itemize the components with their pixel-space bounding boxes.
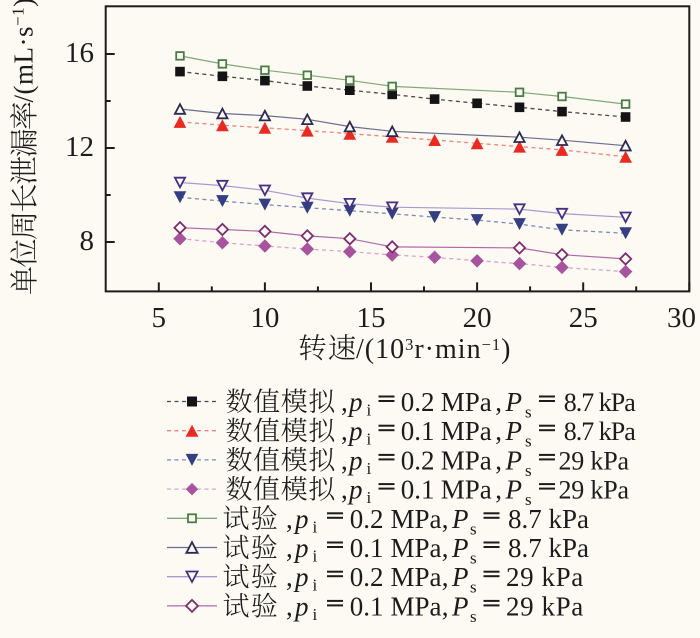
svg-text:,: , (442, 591, 449, 621)
svg-text:s: s (470, 549, 477, 568)
svg-text:P: P (451, 533, 469, 563)
svg-text:MPa: MPa (391, 562, 442, 592)
svg-text:MPa: MPa (391, 591, 442, 621)
svg-text:,: , (341, 475, 348, 505)
svg-text:29 kPa: 29 kPa (506, 562, 584, 592)
svg-text:i: i (313, 576, 318, 595)
svg-text:p: p (293, 504, 309, 534)
svg-text:8: 8 (80, 225, 95, 257)
svg-text:P: P (505, 445, 523, 475)
svg-text:p: p (293, 591, 309, 621)
svg-text:10: 10 (250, 302, 279, 334)
svg-text:20: 20 (463, 302, 492, 334)
svg-text:,: , (286, 504, 293, 534)
svg-text:s: s (470, 607, 477, 626)
svg-text:p: p (347, 445, 363, 475)
svg-text:s: s (525, 490, 532, 509)
svg-text:0.2: 0.2 (350, 504, 384, 534)
svg-text:5: 5 (152, 302, 167, 334)
svg-text:MPa: MPa (391, 504, 442, 534)
svg-text:0.1: 0.1 (350, 533, 384, 563)
svg-text:,: , (341, 416, 348, 446)
svg-text:,: , (495, 475, 502, 505)
svg-text:p: p (347, 387, 363, 417)
svg-text:0.1: 0.1 (401, 475, 435, 505)
svg-text:p: p (293, 533, 309, 563)
svg-text:8.7 kPa: 8.7 kPa (508, 504, 589, 534)
svg-text:s: s (525, 403, 532, 422)
svg-text:0.2: 0.2 (401, 387, 435, 417)
svg-text:8.7 kPa: 8.7 kPa (508, 533, 589, 563)
svg-text:i: i (367, 459, 372, 478)
svg-text:P: P (451, 562, 469, 592)
svg-text:i: i (367, 430, 372, 449)
svg-text:15: 15 (357, 302, 386, 334)
svg-text:30: 30 (667, 302, 696, 334)
svg-text:s: s (470, 578, 477, 597)
svg-text:0.1: 0.1 (401, 416, 435, 446)
svg-text:25: 25 (569, 302, 598, 334)
svg-text:P: P (451, 591, 469, 621)
svg-text:MPa: MPa (441, 445, 492, 475)
svg-text:s: s (470, 519, 477, 538)
svg-text:MPa: MPa (391, 533, 442, 563)
svg-text:16: 16 (65, 37, 94, 69)
svg-text:p: p (293, 562, 309, 592)
svg-text:p: p (347, 475, 363, 505)
svg-text:,: , (442, 504, 449, 534)
svg-text:,: , (286, 562, 293, 592)
svg-text:i: i (367, 401, 372, 420)
svg-text:,: , (442, 562, 449, 592)
svg-text:MPa: MPa (441, 475, 492, 505)
svg-text:,: , (495, 416, 502, 446)
svg-text:P: P (451, 504, 469, 534)
svg-text:i: i (313, 605, 318, 624)
svg-text:MPa: MPa (441, 387, 492, 417)
svg-text:12: 12 (65, 131, 94, 163)
svg-text:,: , (286, 533, 293, 563)
svg-text:0.2: 0.2 (401, 445, 435, 475)
svg-text:8.7 kPa: 8.7 kPa (564, 388, 636, 417)
svg-text:,: , (341, 445, 348, 475)
svg-text:P: P (505, 416, 523, 446)
svg-text:s: s (525, 461, 532, 480)
svg-text:s: s (525, 432, 532, 451)
svg-text:0.1: 0.1 (350, 591, 384, 621)
svg-text:i: i (313, 517, 318, 536)
svg-text:29 kPa: 29 kPa (506, 591, 584, 621)
svg-text:,: , (495, 387, 502, 417)
svg-text:/(103r·min−1): /(103r·min−1) (356, 334, 511, 365)
svg-text:i: i (313, 547, 318, 566)
svg-text:p: p (347, 416, 363, 446)
svg-text:0.2: 0.2 (350, 562, 384, 592)
svg-text:8.7 kPa: 8.7 kPa (564, 417, 636, 446)
svg-text:MPa: MPa (441, 416, 492, 446)
svg-text:,: , (495, 445, 502, 475)
svg-text:,: , (286, 591, 293, 621)
svg-text:P: P (505, 475, 523, 505)
svg-text:29 kPa: 29 kPa (559, 446, 630, 475)
svg-text:,: , (442, 533, 449, 563)
svg-text:,: , (341, 387, 348, 417)
svg-text:P: P (505, 387, 523, 417)
svg-text:i: i (367, 488, 372, 507)
svg-text:29 kPa: 29 kPa (559, 476, 630, 505)
